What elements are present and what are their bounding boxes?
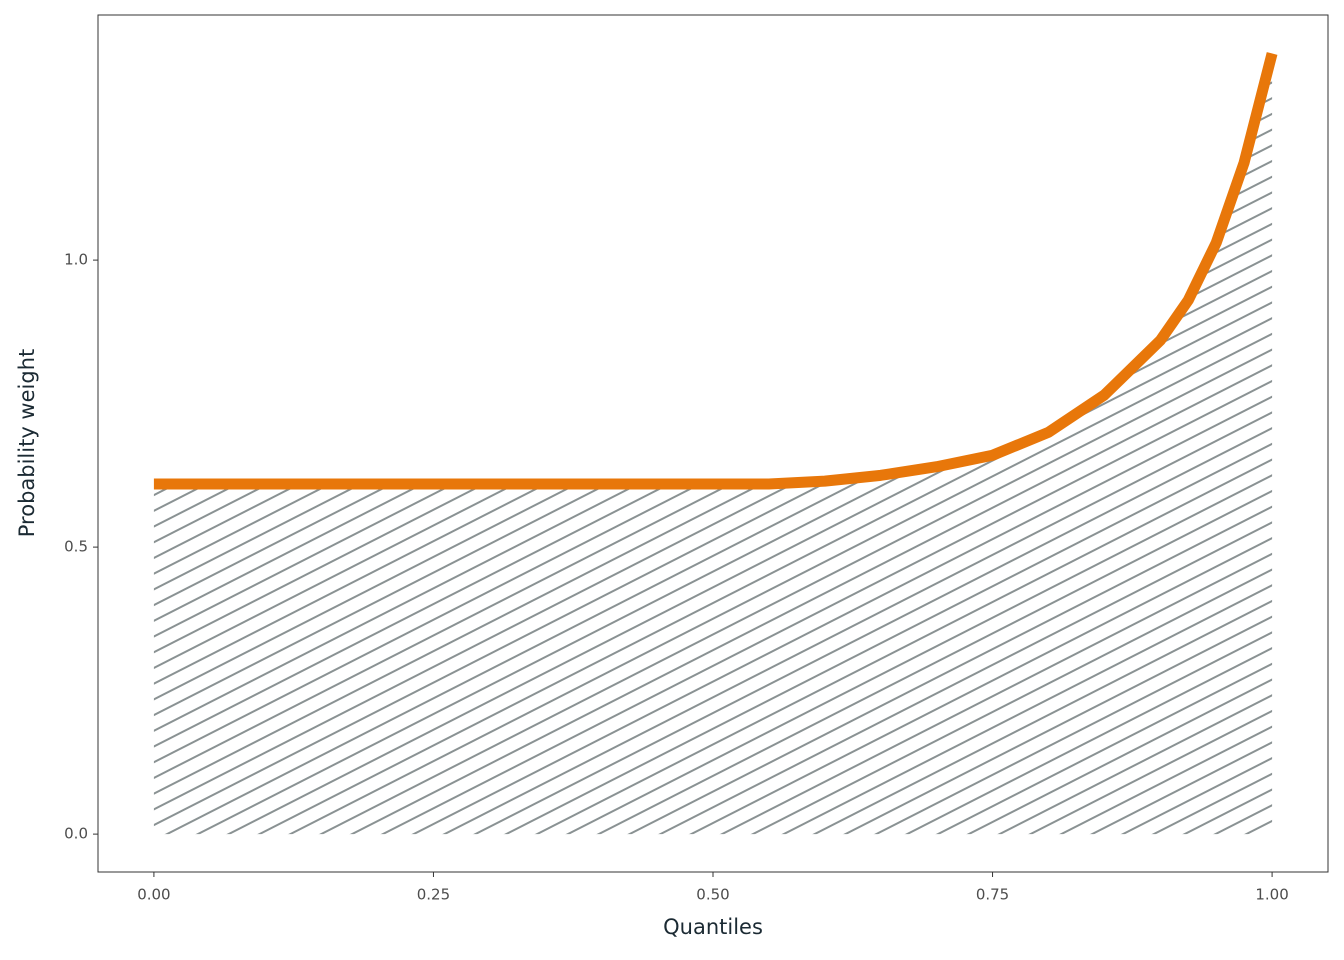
line: [153, 52, 1278, 490]
y-tick-label: 0.0: [64, 825, 88, 843]
x-tick-label: 0.50: [696, 886, 729, 904]
y-tick-label: 1.0: [64, 251, 88, 269]
x-tick-label: 0.25: [417, 886, 450, 904]
area: [153, 53, 1273, 835]
x-tick-label: 0.00: [137, 886, 170, 904]
x-tick-label: 0.75: [976, 886, 1009, 904]
x-axis-title: Quantiles: [663, 915, 763, 939]
y-axis-title: Probability weight: [15, 349, 39, 538]
x-tick-label: 1.00: [1255, 886, 1288, 904]
y-tick-label: 0.5: [64, 538, 88, 556]
